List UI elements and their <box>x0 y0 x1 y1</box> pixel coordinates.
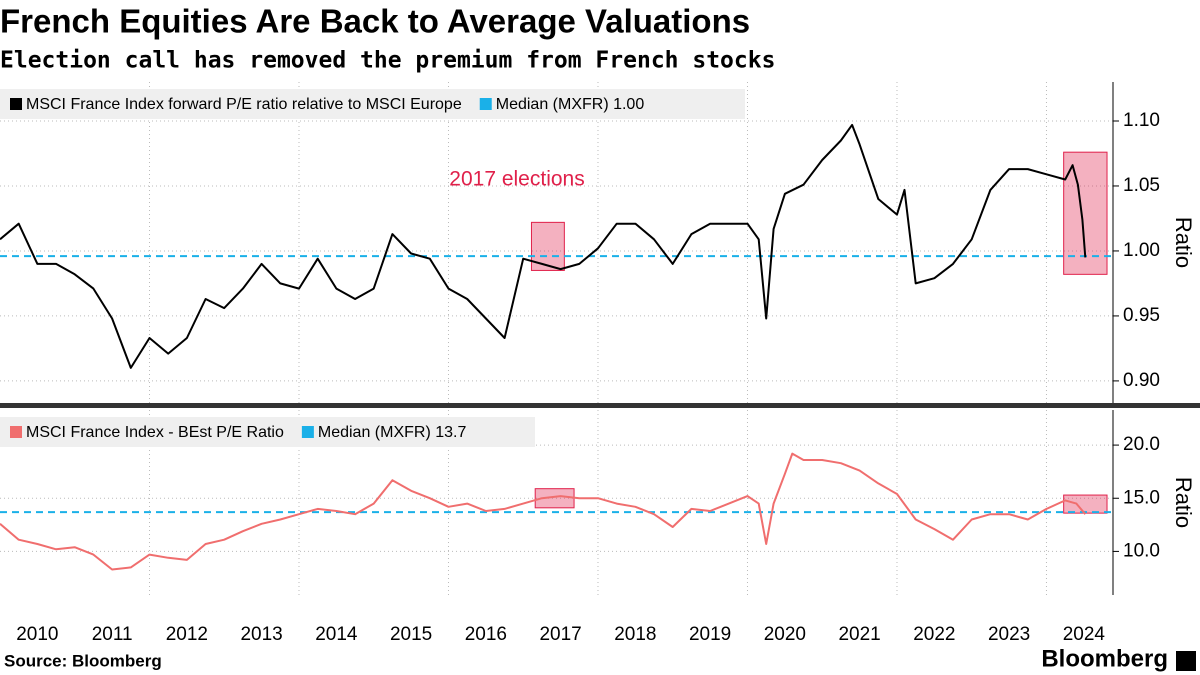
x-tick-label: 2023 <box>988 624 1030 645</box>
chart-title: French Equities Are Back to Average Valu… <box>0 3 750 40</box>
y-tick-label: 0.90 <box>1123 370 1160 391</box>
x-tick-label: 2015 <box>390 624 432 645</box>
x-tick-label: 2013 <box>240 624 282 645</box>
x-tick-label: 2022 <box>913 624 955 645</box>
y-axis-label: Ratio <box>1171 217 1196 268</box>
x-tick-label: 2017 <box>539 624 581 645</box>
legend-label: Median (MXFR) 1.00 <box>496 96 645 113</box>
legend-swatch <box>10 98 22 110</box>
x-tick-label: 2024 <box>1063 624 1106 645</box>
legend-label: Median (MXFR) 13.7 <box>318 424 467 441</box>
x-tick-label: 2019 <box>689 624 731 645</box>
chart-subtitle: Election call has removed the premium fr… <box>0 48 775 74</box>
x-tick-label: 2018 <box>614 624 656 645</box>
y-tick-label: 1.00 <box>1123 240 1160 261</box>
legend-label: MSCI France Index forward P/E ratio rela… <box>26 96 462 113</box>
brand: Bloomberg <box>1041 645 1168 672</box>
x-tick-label: 2014 <box>315 624 358 645</box>
legend-swatch <box>10 426 22 438</box>
legend-label: MSCI France Index - BEst P/E Ratio <box>26 424 284 441</box>
legend-background <box>0 417 535 447</box>
y-tick-label: 20.0 <box>1123 434 1160 455</box>
y-tick-label: 10.0 <box>1123 540 1160 561</box>
source: Source: Bloomberg <box>4 651 162 670</box>
legend-swatch <box>479 98 492 110</box>
brand-icon <box>1176 651 1196 671</box>
y-axis-label: Ratio <box>1171 477 1196 528</box>
y-tick-label: 1.05 <box>1123 175 1160 196</box>
data-line <box>0 452 1087 571</box>
y-tick-label: 0.95 <box>1123 305 1160 326</box>
panel-separator <box>0 403 1200 408</box>
legend-swatch <box>301 426 314 438</box>
highlight-box <box>1063 494 1108 514</box>
x-tick-label: 2012 <box>166 624 208 645</box>
x-tick-label: 2021 <box>838 624 880 645</box>
annotation: 2017 elections <box>449 168 584 191</box>
y-tick-label: 15.0 <box>1123 487 1160 508</box>
x-tick-label: 2020 <box>764 624 806 645</box>
data-line <box>0 123 1087 369</box>
x-tick-label: 2016 <box>465 624 507 645</box>
highlight-box <box>530 221 565 271</box>
x-tick-label: 2010 <box>16 624 58 645</box>
legend-background <box>0 89 745 119</box>
x-tick-label: 2011 <box>92 624 133 645</box>
y-tick-label: 1.10 <box>1123 110 1160 131</box>
